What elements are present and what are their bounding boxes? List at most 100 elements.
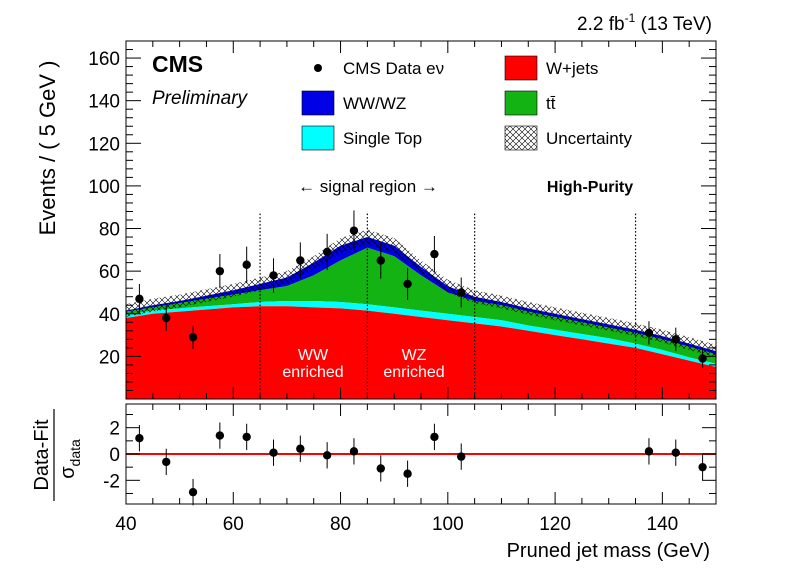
data-marker: [457, 288, 466, 297]
uncertainty-band: [126, 229, 716, 358]
data-point: [644, 321, 654, 345]
legend-uncertainty-label: Uncertainty: [546, 129, 632, 148]
data-marker: [296, 256, 305, 265]
residual-point: [269, 439, 278, 466]
residual-marker: [322, 451, 332, 460]
legend: CMS Data eν W+jets WW/WZ tt̄ Single Top …: [301, 55, 632, 151]
legend-ttbar-label: tt̄: [546, 94, 556, 113]
data-point: [322, 233, 332, 271]
y-tick-label: 140: [88, 92, 120, 113]
residual-marker: [188, 487, 198, 497]
residual-points: [126, 422, 716, 506]
residual-marker: [162, 457, 171, 467]
legend-wjets-label: W+jets: [546, 59, 598, 78]
y-tick-label: 0: [109, 445, 120, 466]
residual-marker: [376, 464, 385, 473]
data-marker: [322, 247, 332, 257]
y-tick-label: 60: [99, 262, 120, 283]
y-tick-label: 2: [109, 419, 120, 440]
legend-data-marker: [314, 64, 322, 72]
category-label: High-Purity: [547, 179, 633, 196]
ww-region-label-1: WW: [298, 347, 329, 364]
lower-y-label-numerator: Data-Fit: [31, 419, 53, 491]
data-marker: [135, 294, 144, 304]
data-marker: [376, 256, 385, 265]
data-marker: [671, 335, 680, 344]
y-tick-label: -2: [103, 471, 120, 492]
data-marker: [242, 260, 251, 269]
residual-marker: [296, 444, 305, 453]
data-marker: [403, 279, 412, 289]
legend-ttbar: tt̄: [504, 90, 556, 116]
residual-point: [698, 454, 707, 481]
data-point: [296, 242, 305, 279]
residual-point: [162, 448, 171, 476]
legend-singletop-label: Single Top: [343, 129, 422, 148]
legend-wjets: W+jets: [504, 55, 598, 81]
x-tick-label: 100: [432, 514, 464, 535]
residual-marker: [269, 448, 278, 457]
data-marker: [269, 271, 278, 280]
residual-point: [188, 479, 198, 506]
data-point: [403, 267, 412, 300]
residual-marker: [349, 447, 359, 456]
status-label: Preliminary: [152, 88, 249, 109]
ww-region-label-2: enriched: [282, 364, 343, 381]
experiment-label: CMS: [152, 51, 203, 77]
residual-point: [215, 422, 225, 449]
area-ttbar: [126, 247, 716, 364]
data-marker: [698, 354, 707, 363]
y-tick-label: 20: [99, 347, 120, 368]
residual-point: [430, 423, 439, 451]
residual-point: [376, 455, 385, 482]
signal-region-label: ← signal region →: [298, 177, 438, 196]
data-point: [457, 277, 466, 308]
legend-wwwz-label: WW/WZ: [343, 94, 406, 113]
data-point: [162, 305, 171, 331]
data-point: [269, 258, 278, 293]
legend-ttbar-swatch: [504, 90, 538, 116]
legend-wjets-swatch: [504, 55, 538, 81]
lower-y-label-denominator: σdata: [57, 439, 83, 479]
legend-data-label: CMS Data eν: [343, 59, 444, 78]
data-marker: [430, 249, 439, 259]
data-marker: [644, 328, 654, 338]
data-point: [188, 325, 198, 349]
data-point: [349, 210, 359, 251]
data-points: [135, 210, 707, 369]
wz-region-label-1: WZ: [402, 347, 427, 364]
residual-marker: [671, 448, 680, 457]
data-marker: [349, 226, 359, 235]
upper-y-axis-label: Events / ( 5 GeV ): [35, 61, 60, 236]
region-boundaries: [259, 213, 637, 399]
y-tick-label: 160: [88, 49, 120, 70]
data-marker: [215, 266, 225, 276]
x-tick-label: 80: [330, 514, 351, 535]
y-tick-label: 100: [88, 177, 120, 198]
residual-marker: [644, 447, 654, 456]
residual-point: [349, 438, 359, 465]
residual-marker: [457, 452, 466, 461]
x-tick-label: 60: [223, 514, 244, 535]
stacked-backgrounds: [126, 229, 716, 399]
residual-marker: [698, 462, 707, 472]
data-point: [671, 327, 680, 352]
wz-region-label-2: enriched: [383, 364, 444, 381]
residual-point: [135, 425, 144, 452]
luminosity-label: 2.2 fb-1 (13 TeV): [577, 11, 712, 35]
legend-wwwz: WW/WZ: [301, 90, 406, 116]
y-tick-label: 40: [99, 305, 120, 326]
data-point: [215, 254, 225, 289]
residual-marker: [430, 432, 439, 442]
lower-axis-ticks: 2 0 -2 40 60 80 100 120 140: [103, 404, 717, 535]
upper-axis-ticks: 20 40 60 80 100 120 140 160: [88, 41, 717, 400]
x-tick-label: 120: [539, 514, 571, 535]
legend-wwwz-swatch: [301, 90, 335, 116]
residual-point: [242, 423, 251, 451]
area-singletop: [126, 301, 716, 367]
lower-y-axis-label: Data-Fit σdata: [31, 409, 83, 501]
y-tick-label: 80: [99, 220, 120, 241]
residual-marker: [135, 434, 144, 443]
data-marker: [188, 333, 198, 342]
